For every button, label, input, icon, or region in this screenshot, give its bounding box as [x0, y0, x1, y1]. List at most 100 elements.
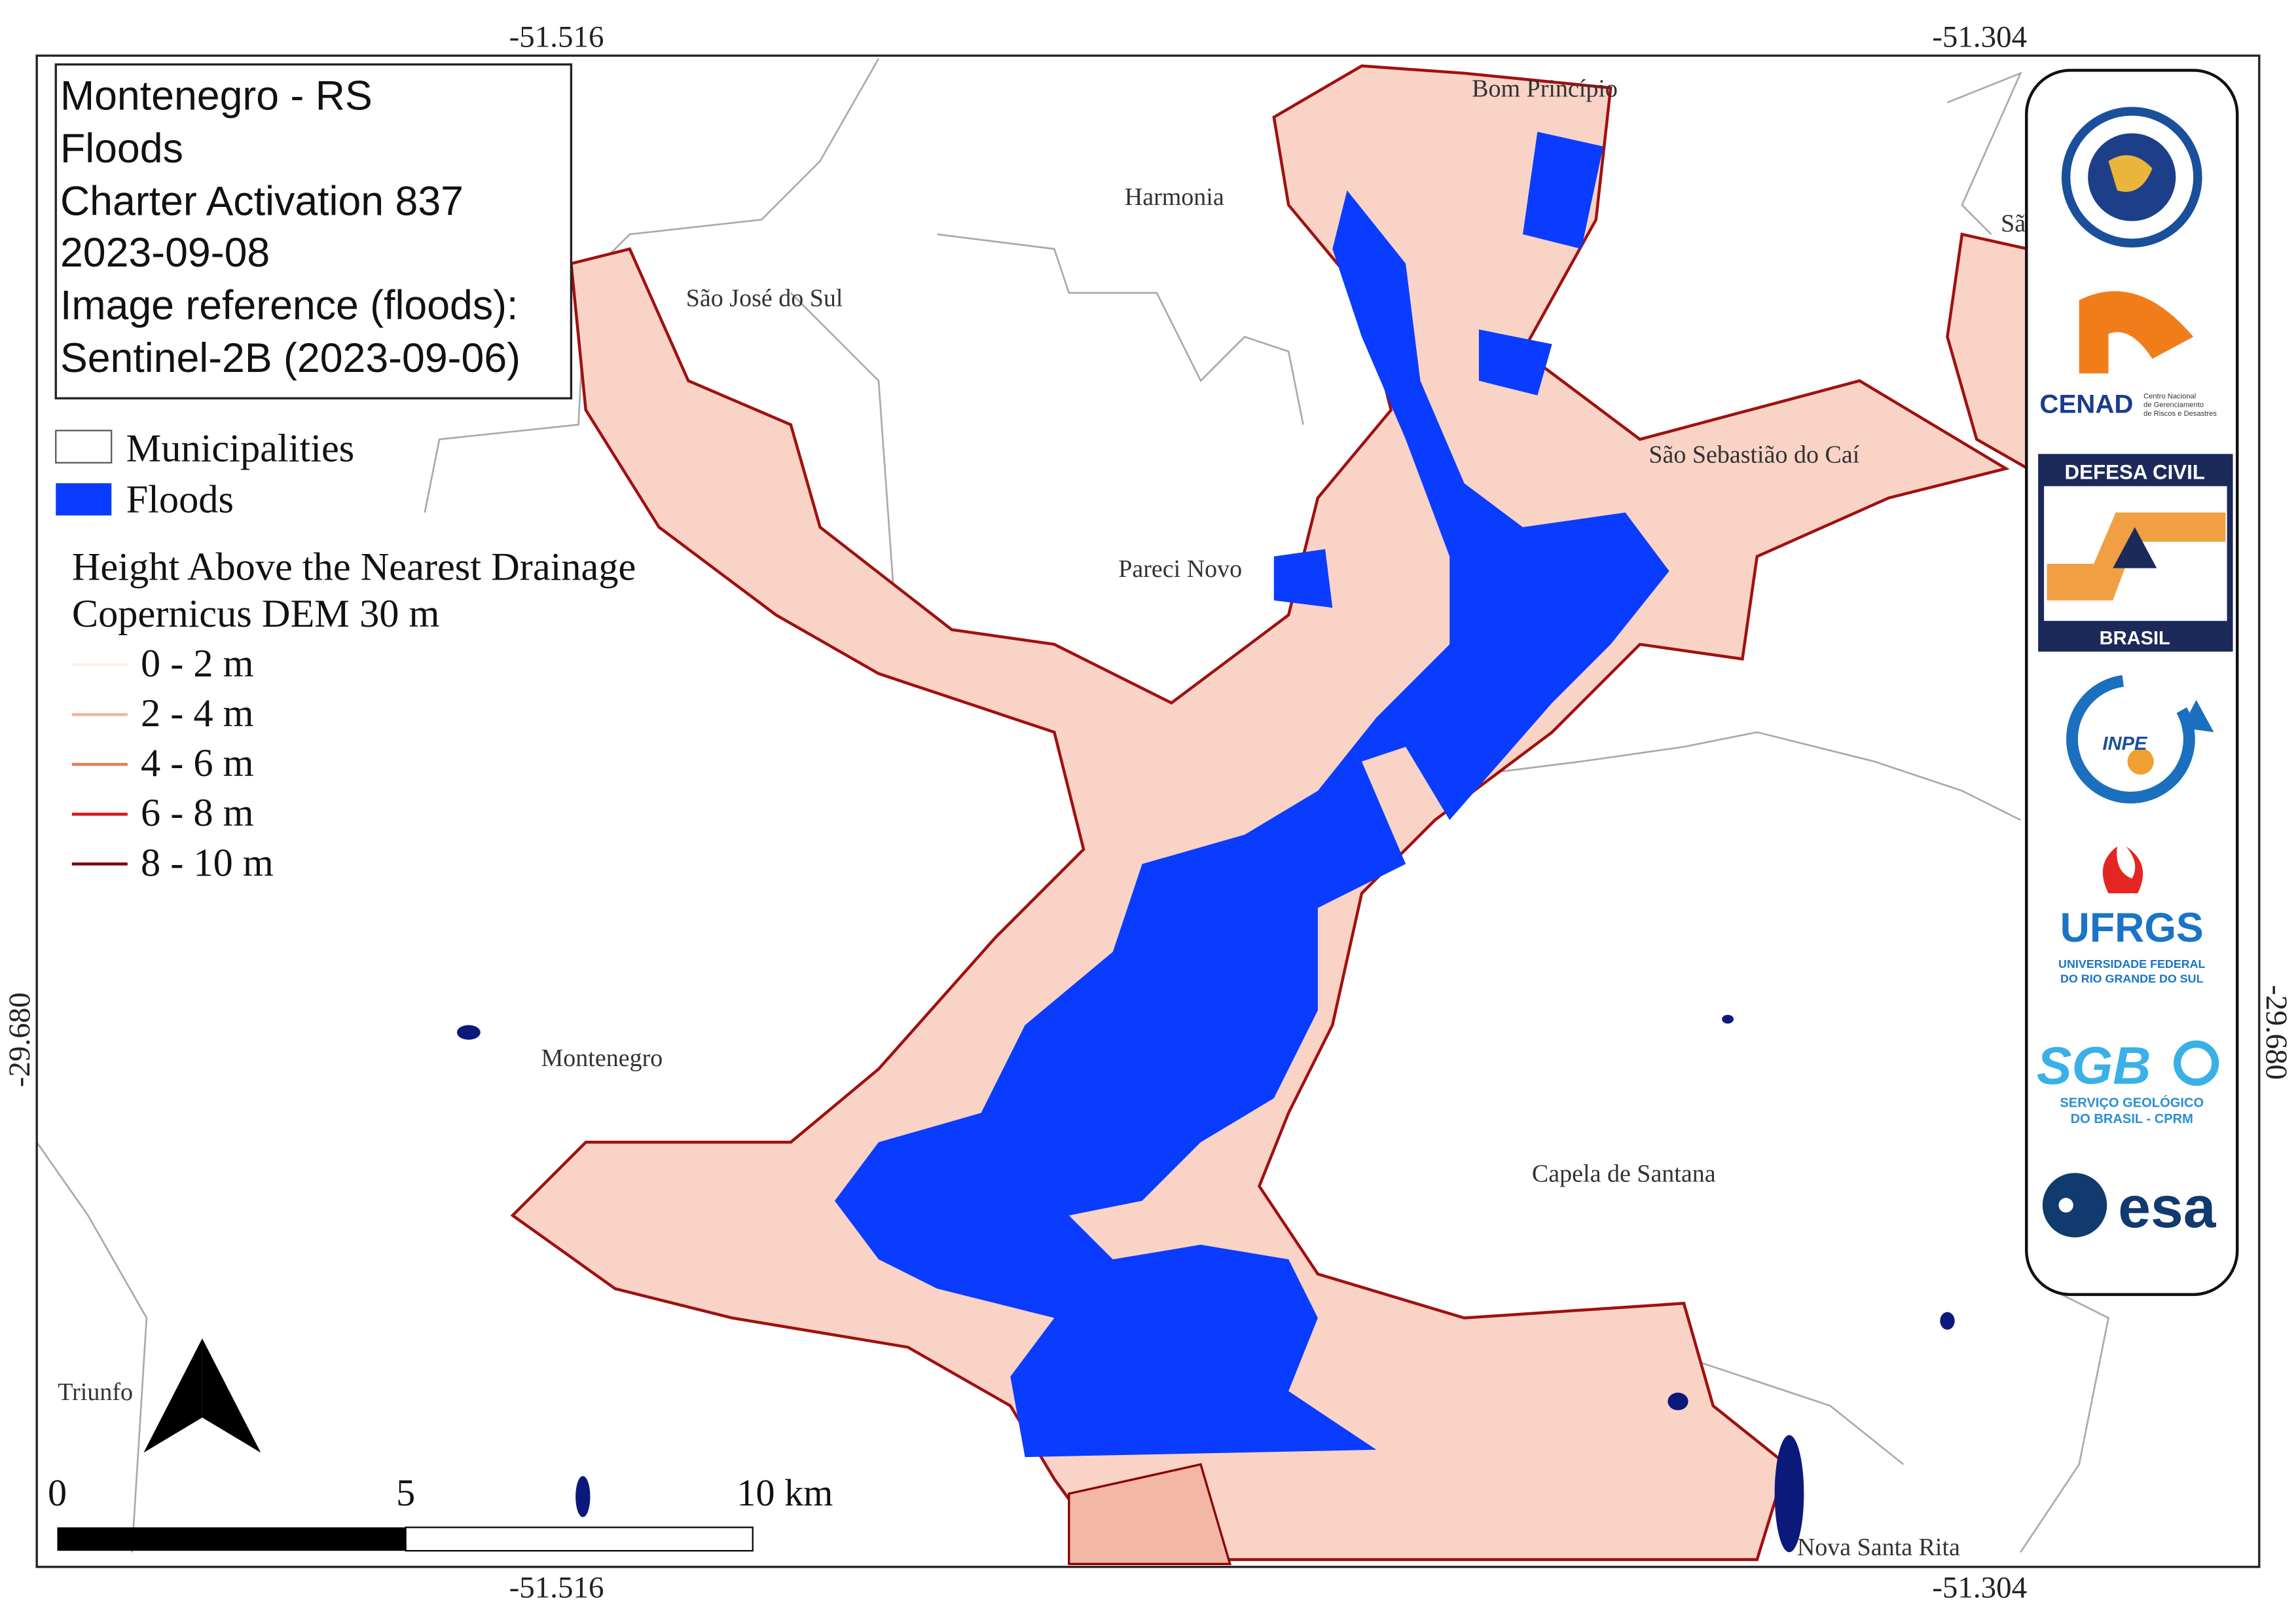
- coordinate-label: -29.680: [3, 992, 37, 1087]
- place-label: Sã: [2001, 210, 2026, 237]
- cenad-subtext: Centro Nacional: [2143, 392, 2196, 400]
- legend-subtitle: Copernicus DEM 30 m: [72, 592, 440, 636]
- boundary: [937, 233, 1304, 425]
- inpe-dot: [2127, 748, 2154, 775]
- ufrgs-logo: UFRGS UNIVERSIDADE FEDERAL DO RIO GRANDE…: [2058, 846, 2206, 986]
- place-labels: Bom Princípio Harmonia São José do Sul S…: [58, 75, 2026, 1561]
- cenad-logo: CENAD Centro Nacional de Gerenciamento d…: [2039, 291, 2217, 419]
- charter-land: [2108, 155, 2153, 192]
- place-label: São José do Sul: [686, 284, 843, 312]
- info-line: Charter Activation 837: [60, 179, 464, 225]
- info-line: Floods: [60, 126, 183, 172]
- scale-segment: [405, 1526, 754, 1552]
- coordinate-label: -51.516: [509, 1571, 604, 1605]
- lake: [1940, 1312, 1955, 1330]
- place-label: Capela de Santana: [1532, 1160, 1716, 1188]
- legend-label: 4 - 6 m: [141, 741, 254, 785]
- scale-bar: 0 5 10 km: [48, 1471, 833, 1552]
- cenad-text: CENAD: [2039, 390, 2133, 419]
- sgb-text: SGB: [2037, 1037, 2151, 1096]
- defesa-text: BRASIL: [2100, 628, 2170, 649]
- inpe-arc: [2066, 674, 2195, 803]
- water-bodies: [456, 1014, 1955, 1553]
- flood-areas: [834, 132, 1669, 1458]
- legend-title: Height Above the Nearest Drainage: [72, 545, 636, 589]
- cenad-subtext: de Gerenciamento: [2143, 401, 2204, 409]
- inpe-logo: INPE: [2066, 674, 2214, 803]
- lake: [456, 1025, 481, 1040]
- hand-zone: [1946, 232, 2030, 471]
- info-line: Montenegro - RS: [60, 73, 373, 119]
- cenad-mark: [2079, 291, 2194, 374]
- flood: [834, 190, 1669, 1458]
- inpe-text: INPE: [2103, 733, 2148, 754]
- info-line: Image reference (floods):: [60, 283, 518, 329]
- inpe-arrow: [2181, 699, 2214, 733]
- boundary: [36, 1141, 148, 1553]
- flood: [1273, 549, 1333, 608]
- cenad-subtext: de Riscos e Desastres: [2143, 410, 2217, 418]
- scale-segment: [57, 1527, 406, 1551]
- place-label: Nova Santa Rita: [1797, 1534, 1960, 1561]
- sgb-subtext: DO BRASIL - CPRM: [2071, 1112, 2193, 1126]
- legend-label: 0 - 2 m: [141, 642, 254, 686]
- legend-label: 8 - 10 m: [141, 841, 274, 885]
- boundary: [790, 292, 894, 586]
- boundary: [2020, 1287, 2109, 1553]
- place-label: Bom Princípio: [1472, 75, 1618, 103]
- sgb-subtext: SERVIÇO GEOLÓGICO: [2060, 1095, 2204, 1111]
- esa-dot: [2058, 1198, 2073, 1213]
- sgb-logo: SGB SERVIÇO GEOLÓGICO DO BRASIL - CPRM: [2037, 1037, 2219, 1126]
- scale-label: 0: [48, 1471, 67, 1514]
- scale-label: 10 km: [737, 1471, 833, 1514]
- place-label: Harmonia: [1125, 183, 1224, 211]
- flood: [1478, 329, 1552, 396]
- lake: [1774, 1435, 1804, 1553]
- coordinate-labels: -51.516 -51.304 -51.516 -51.304 -29.680 …: [3, 20, 2293, 1605]
- defesa-mark: [2047, 512, 2226, 600]
- legend: Municipalities Floods Height Above the N…: [55, 426, 636, 885]
- flood: [1522, 132, 1603, 249]
- coordinate-label: -51.304: [1932, 20, 2027, 54]
- defesa-text: DEFESA CIVIL: [2064, 460, 2204, 483]
- coordinate-label: -51.516: [509, 20, 604, 54]
- place-label: Triunfo: [58, 1378, 133, 1406]
- lake: [575, 1476, 591, 1517]
- ufrgs-flame: [2102, 846, 2143, 894]
- defesa-triangle: [2113, 527, 2157, 568]
- municipal-boundaries: [36, 58, 2109, 1553]
- place-label: Pareci Novo: [1118, 555, 1242, 583]
- boundary: [1946, 71, 2022, 235]
- logo-panel-frame: [2025, 69, 2239, 1297]
- legend-swatch: [56, 483, 112, 516]
- defesa-civil-logo: DEFESA CIVIL BRASIL: [2038, 454, 2233, 652]
- map-frame: [35, 54, 2261, 1568]
- info-box-frame: [54, 63, 573, 399]
- logo-panel: CENAD Centro Nacional de Gerenciamento d…: [2025, 69, 2239, 1297]
- legend-label: 6 - 8 m: [141, 791, 254, 835]
- info-line: Sentinel-2B (2023-09-06): [60, 335, 520, 381]
- legend-label: 2 - 4 m: [141, 692, 254, 735]
- legend-swatch: [55, 430, 113, 464]
- hand-zone: [1068, 1463, 1231, 1565]
- coordinate-label: -51.304: [1932, 1571, 2027, 1605]
- sgb-ring: [2173, 1040, 2219, 1086]
- ufrgs-text: UFRGS: [2060, 905, 2204, 951]
- ufrgs-subtext: UNIVERSIDADE FEDERAL: [2058, 957, 2206, 970]
- esa-text: esa: [2118, 1174, 2216, 1240]
- legend-label: Floods: [126, 478, 234, 522]
- boundary: [1698, 1361, 1904, 1466]
- legend-label: Municipalities: [126, 426, 355, 470]
- lake: [1667, 1392, 1688, 1411]
- info-box: Montenegro - RS Floods Charter Activatio…: [54, 63, 573, 399]
- place-label: São Sebastião do Caí: [1649, 441, 1859, 469]
- info-line: 2023-09-08: [60, 230, 270, 276]
- lake: [1722, 1014, 1734, 1024]
- coordinate-label: -29.680: [2259, 985, 2293, 1080]
- ufrgs-subtext: DO RIO GRANDE DO SUL: [2060, 972, 2204, 986]
- scale-label: 5: [396, 1471, 415, 1514]
- charter-logo: [2061, 107, 2202, 248]
- esa-mark: [2042, 1173, 2107, 1238]
